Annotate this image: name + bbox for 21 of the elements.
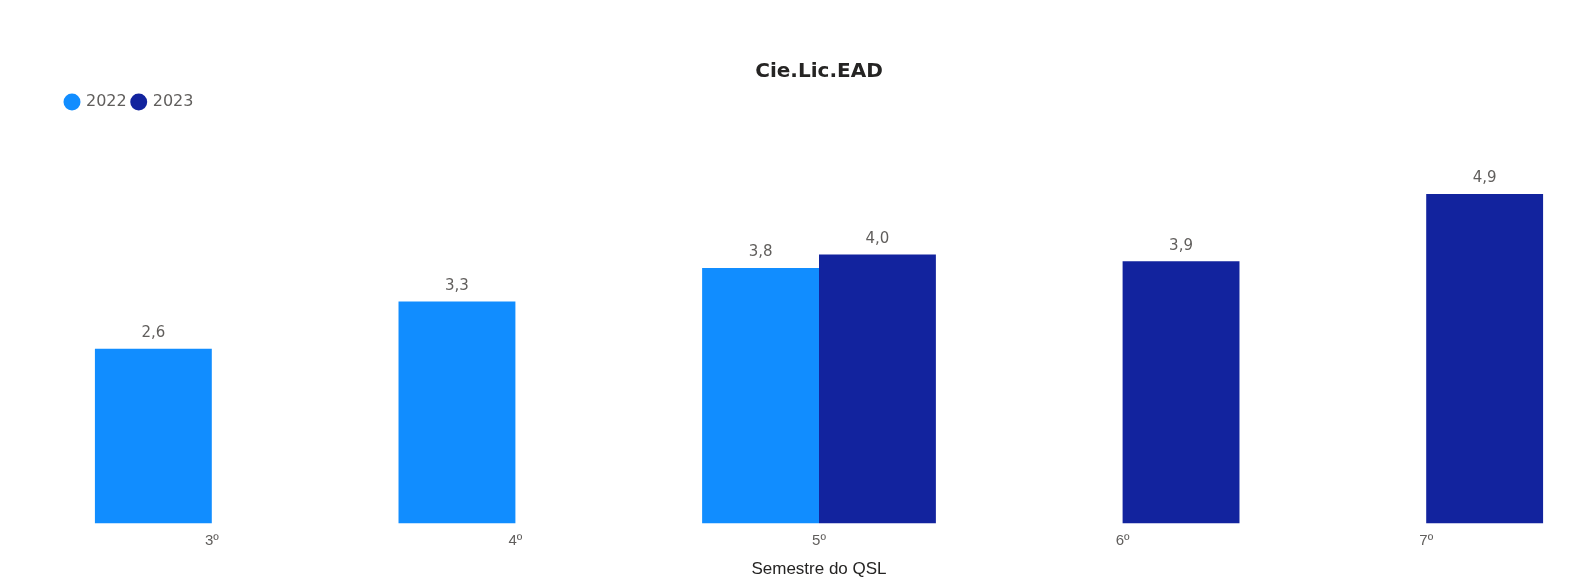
x-tick-label: 3º xyxy=(204,530,220,548)
bar xyxy=(1122,261,1240,524)
chart-title: Cie.Lic.EAD xyxy=(755,58,883,83)
legend-label: 2022 xyxy=(86,91,127,111)
bar xyxy=(702,267,819,524)
bar xyxy=(398,301,516,524)
data-label: 3,8 xyxy=(748,242,773,261)
data-label: 4,9 xyxy=(1472,168,1497,187)
x-tick-label: 6º xyxy=(1115,530,1131,548)
data-label: 4,0 xyxy=(865,228,890,247)
data-label: 2,6 xyxy=(141,323,166,342)
x-tick-label: 5º xyxy=(812,530,827,548)
x-tick-label: 4º xyxy=(508,530,523,548)
bar xyxy=(1426,193,1544,524)
data-label: 3,3 xyxy=(445,276,469,295)
x-axis-title: Semestre do QSL xyxy=(751,559,887,579)
legend-label: 2023 xyxy=(152,91,194,111)
bar xyxy=(94,348,212,524)
bar xyxy=(819,254,936,524)
x-tick-label: 7º xyxy=(1419,530,1434,548)
data-label: 3,9 xyxy=(1169,235,1193,254)
